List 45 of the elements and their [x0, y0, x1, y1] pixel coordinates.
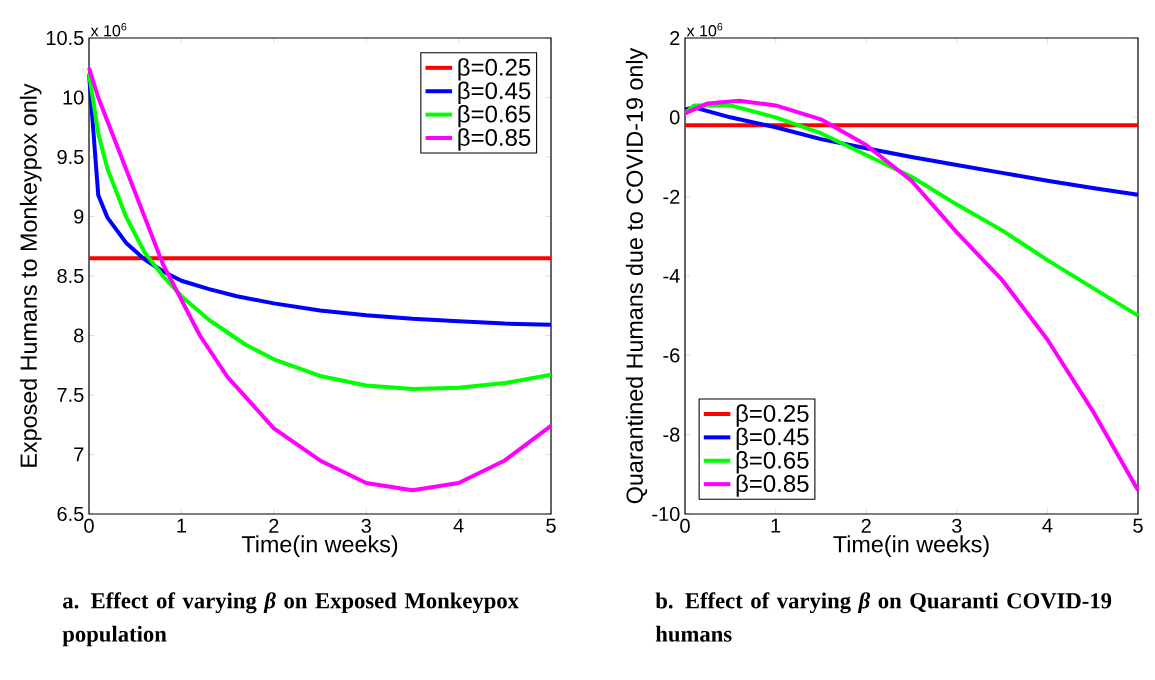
legend-label: β=0.65	[458, 104, 531, 128]
y-tick-label: 8	[74, 328, 84, 343]
y-tick-label: -10	[652, 506, 680, 522]
y-tick-label: 9	[74, 209, 84, 224]
x-tick-label: 1	[177, 518, 186, 533]
y-tick-label: 9.5	[57, 149, 84, 165]
y-axis-title: Quarantined Humans due to COVID-19 only	[625, 47, 648, 504]
x-tick-label: 3	[361, 518, 371, 533]
x-axis-title: Time(in weeks)	[241, 535, 398, 558]
x-tick-label: 5	[1133, 518, 1143, 533]
x-tick-label: 2	[861, 518, 871, 533]
text: x 10$^{6}$	[90, 22, 127, 37]
chart-title: b. Effect of varying β on Quaranti COVID-19 humans	[655, 592, 1112, 642]
legend-label: β=0.65	[736, 451, 809, 474]
legend-label: β=0.25	[458, 58, 531, 81]
legend-label: β=0.85	[736, 474, 809, 497]
y-tick-label: -4	[663, 269, 680, 283]
y-tick-label: 2	[670, 31, 680, 45]
legend-label: β=0.45	[458, 81, 531, 104]
x-tick-label: 0	[680, 518, 690, 533]
chart-title: a. Effect of varying β on Exposed Monkeypox population	[62, 592, 519, 647]
x-tick-label: 0	[84, 518, 94, 533]
x-tick-label: 2	[269, 518, 279, 533]
legend-label: β=0.85	[458, 128, 531, 151]
x-tick-label: 1	[771, 518, 781, 533]
x-tick-label: 4	[453, 518, 464, 533]
y-tick-label: -6	[663, 348, 680, 363]
y-tick-label: 8.5	[57, 268, 84, 284]
x-tick-label: 3	[952, 518, 962, 533]
x-tick-label: 4	[1042, 518, 1053, 533]
legend-label: β=0.45	[736, 427, 809, 451]
x-axis-title: Time(in weeks)	[833, 535, 989, 558]
line-series	[683, 105, 1140, 197]
y-tick-label: 7.5	[57, 388, 84, 402]
text: x 10$^{6}$	[686, 22, 723, 37]
y-axis-title: Exposed Humans to Monkeypox only	[19, 83, 42, 467]
y-tick-label: 10.5	[46, 30, 84, 46]
y-tick-label: -2	[663, 189, 680, 204]
y-tick-label: 10	[63, 90, 84, 105]
legend-label: β=0.25	[736, 404, 809, 427]
x-tick-label: 5	[546, 518, 556, 533]
y-tick-label: 0	[669, 110, 680, 125]
y-tick-label: -8	[663, 427, 680, 442]
y-tick-label: 7	[74, 447, 84, 462]
y-tick-label: 6.5	[57, 506, 84, 522]
